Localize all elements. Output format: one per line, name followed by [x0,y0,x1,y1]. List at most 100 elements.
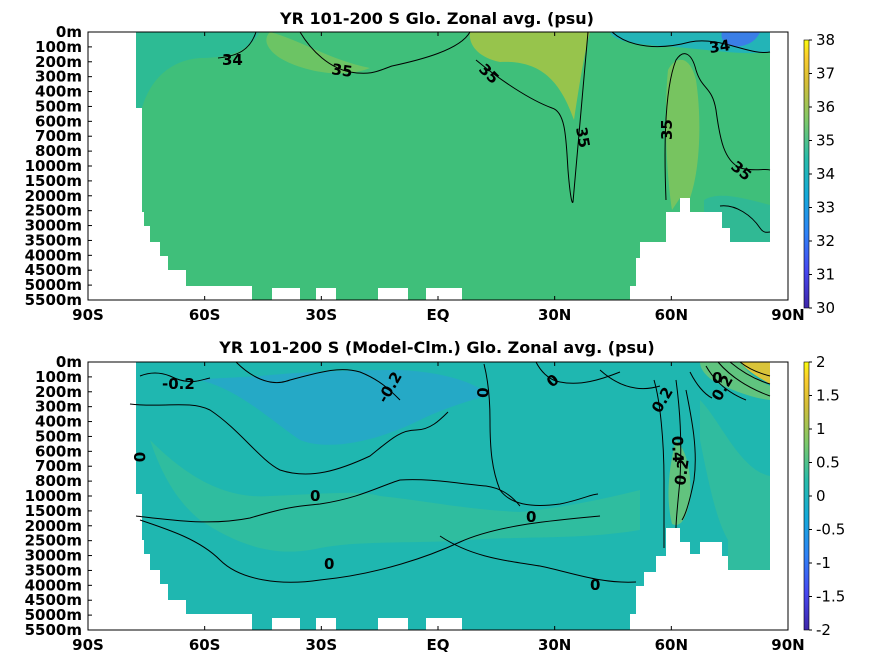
top-y-tick-label: 200m [35,53,82,71]
top-y-tick-label: 5000m [25,276,82,294]
top-field-base [136,32,770,300]
bottom-contour-zero-upper [129,403,449,475]
bottom-contour-arctic-5 [689,371,713,399]
top-field-deep-arctic [704,195,770,242]
bottom-x-axis: 90S 60S 30S EQ 30N 60N 90N [72,362,805,654]
top-contour-label: 35 [658,119,676,140]
bottom-y-tick-label: 5500m [25,621,82,639]
bottom-colorbar-tick-label: -0.5 [816,521,845,539]
top-y-tick-label: 2000m [25,187,82,205]
top-colorbar-tick-label: 35 [816,132,835,150]
top-y-tick-label: 1000m [25,157,82,175]
bottom-contour-arctic-6 [599,369,661,390]
top-colorbar-tick-label: 33 [816,199,835,217]
top-colorbar [803,39,810,309]
top-contour-label: 35 [330,60,353,81]
bottom-colorbar-tick-label: -1 [816,554,831,572]
top-y-tick-label: 600m [35,112,82,130]
top-contour-35-north [664,53,771,201]
bottom-y-tick-label: 3000m [25,547,82,565]
bottom-contour-arctic-3 [717,361,771,397]
top-x-tick-label: 90S [72,306,104,324]
bottom-contour-zero-abyss [439,535,637,583]
bottom-contours [129,361,771,583]
bottom-x-tick-label: 90N [771,636,804,654]
bottom-field-southern-low [200,370,490,445]
bottom-contour-zero-middle [135,479,521,523]
bottom-y-tick-label: 300m [35,398,82,416]
top-y-tick-label: 1500m [25,172,82,190]
bottom-field-arctic-mid [700,362,770,400]
bottom-y-tick-label: 200m [35,383,82,401]
bottom-colorbar-tick-label: -2 [816,621,831,639]
bottom-x-tick-label: 30S [305,636,337,654]
top-field-southern-fresh [136,32,260,108]
bottom-colorbar-ticks: -2 -1.5 -1 -0.5 0 0.5 1 1.5 2 [809,353,845,639]
bottom-y-tick-label: 1000m [25,487,82,505]
top-colorbar-tick-label: 34 [816,165,835,183]
bottom-x-tick-label: 60S [189,636,221,654]
bottom-x-tick-label: EQ [427,636,450,654]
bottom-contour-pos04 [681,389,696,521]
bottom-y-tick-label: 500m [35,427,82,445]
bottom-contour-label: 0 [712,369,722,387]
bottom-colorbar-tick-label: 1 [816,420,826,438]
top-y-tick-label: 800m [35,142,82,160]
bottom-contour-neg02-mid [235,361,401,401]
top-colorbar-tick-label: 38 [816,31,835,49]
bottom-contour-pos02-a [653,379,665,548]
top-x-tick-label: 60N [655,306,688,324]
top-chart-title: YR 101-200 S Glo. Zonal avg. (psu) [279,9,594,28]
top-y-tick-label: 100m [35,38,82,56]
top-contour-34-north [611,31,771,54]
bottom-colorbar-tick-label: 0.5 [816,454,840,472]
bottom-contour-arctic-4 [705,365,747,401]
top-y-tick-label: 3000m [25,217,82,235]
top-contour-34-south [217,31,257,59]
bottom-y-tick-label: 4000m [25,576,82,594]
bottom-y-tick-label: 4500m [25,591,82,609]
top-salinity-field [136,32,770,300]
bottom-colorbar-tick-label: 0 [816,487,826,505]
bottom-x-tick-label: 30N [538,636,571,654]
top-y-tick-label: 3500m [25,231,82,249]
top-colorbar-ticks: 30 31 32 33 34 35 36 37 38 [809,31,835,317]
bottom-field-arctic-edge [700,400,770,570]
bottom-y-tick-label: 1500m [25,502,82,520]
bottom-contour-arctic-2 [739,361,771,377]
bottom-contour-neg02-south [139,372,211,383]
bottom-contour-label: 0.2 [671,458,693,487]
top-colorbar-tick-label: 36 [816,98,835,116]
top-y-tick-label: 500m [35,97,82,115]
bottom-y-tick-label: 0m [56,353,82,371]
bottom-contour-zero-deep [139,515,601,583]
top-colorbar-tick-label: 31 [816,266,835,284]
bottom-x-tick-label: 90S [72,636,104,654]
bottom-contour-label: 0 [526,508,536,526]
bottom-contour-pos02-b [675,379,682,529]
bottom-chart-title: YR 101-200 S (Model-Clm.) Glo. Zonal avg… [218,338,655,357]
top-contour-35-mid [475,31,589,204]
top-field-subtropic-north [469,32,590,120]
bottom-y-tick-label: 700m [35,457,82,475]
top-x-axis: 90S 60S 30S EQ 30N 60N 90N [72,32,805,324]
top-field-arctic-low [721,32,760,47]
top-x-tick-label: 30N [538,306,571,324]
bottom-contour-zero-north [535,361,621,384]
top-y-tick-label: 0m [56,23,82,41]
bottom-colorbar [803,361,810,631]
bottom-contour-label: 0 [590,576,600,594]
bottom-y-tick-label: 3500m [25,561,82,579]
bottom-y-tick-label: 2500m [25,532,82,550]
top-x-tick-label: 90N [771,306,804,324]
top-colorbar-tick-label: 32 [816,232,835,250]
top-colorbar-tick-label: 30 [816,299,835,317]
bottom-panel: YR 101-200 S (Model-Clm.) Glo. Zonal avg… [25,338,846,654]
top-contours [217,31,771,233]
top-contour-label: 34 [708,36,731,57]
top-x-tick-label: 30S [305,306,337,324]
top-x-tick-label: EQ [427,306,450,324]
top-y-tick-label: 4000m [25,246,82,264]
bottom-y-tick-label: 5000m [25,606,82,624]
